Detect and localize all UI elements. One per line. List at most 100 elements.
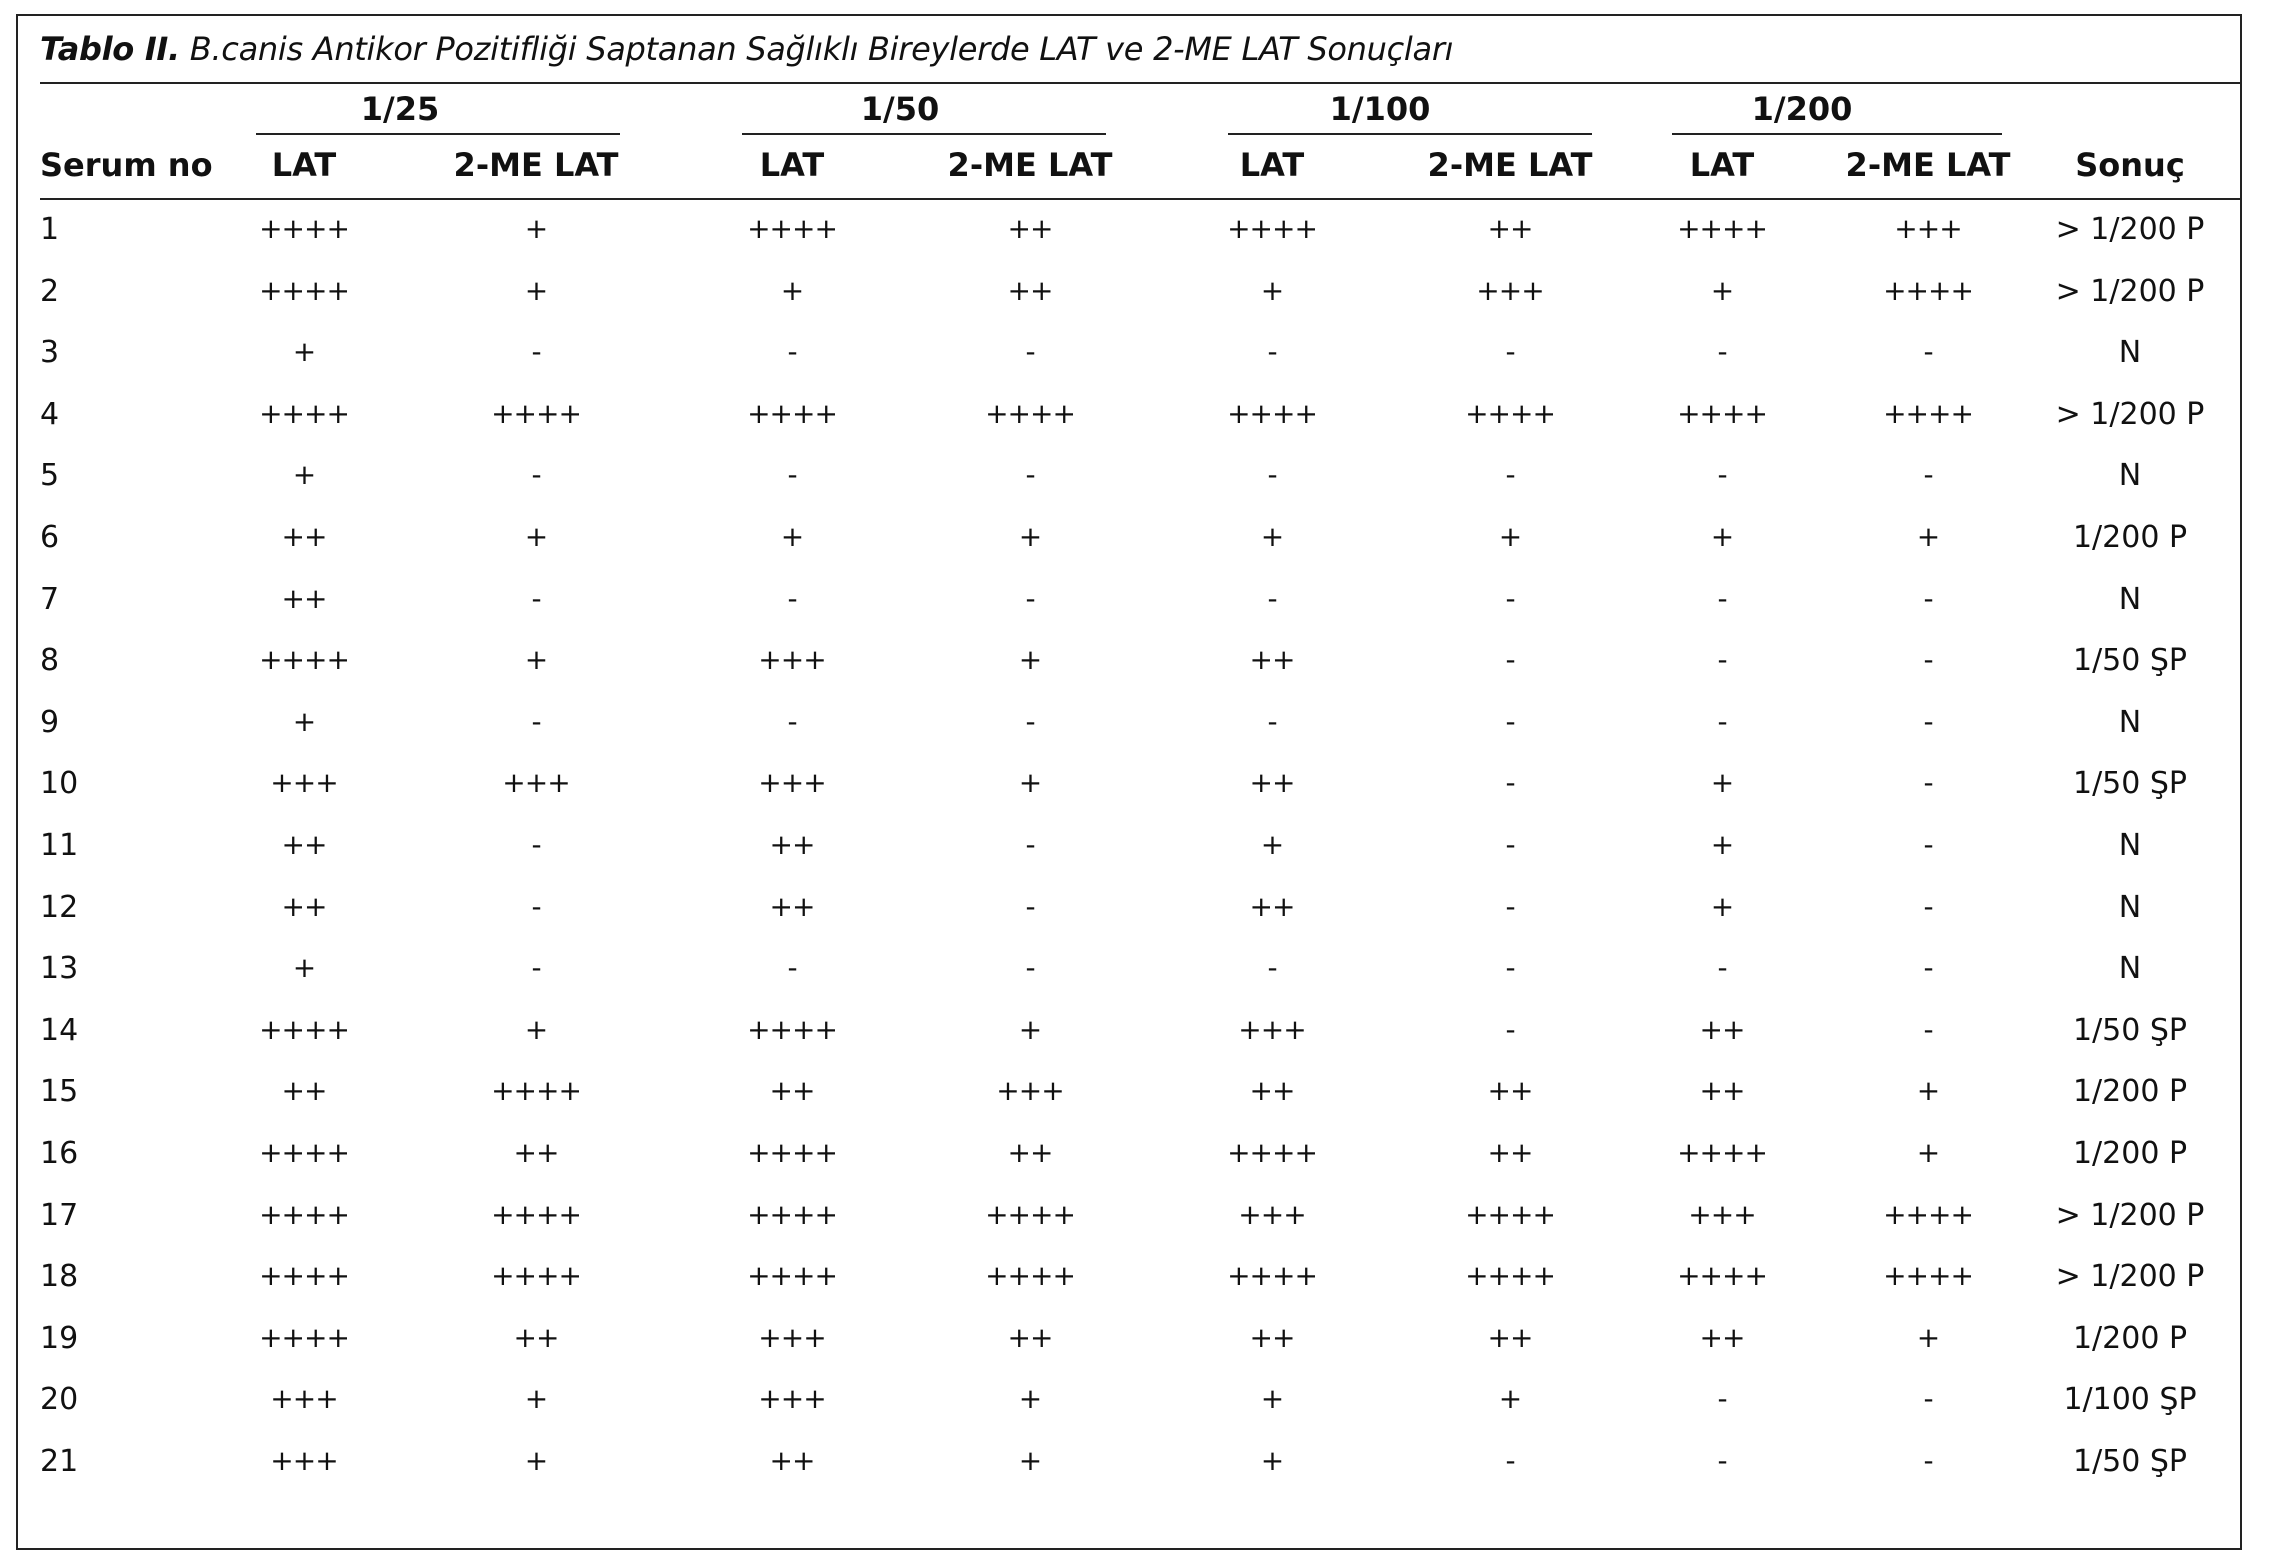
cell-me-lat-1-100: + — [1498, 1382, 1522, 1416]
cell-me-lat-1-50: + — [1018, 520, 1042, 553]
cell-lat-1-100: - — [1267, 458, 1277, 492]
cell-me-lat-1-25: + — [524, 520, 548, 553]
table-row: 11 ++ - ++ - + - + - N — [0, 828, 2278, 868]
header-dilution-1-25: 1/25 — [360, 90, 440, 128]
header-serum-no: Serum no — [40, 146, 213, 184]
serum-no-cell: 16 — [40, 1136, 79, 1171]
cell-me-lat-1-100: - — [1505, 581, 1515, 615]
cell-me-lat-1-50: + — [1018, 643, 1042, 677]
cell-lat-1-100: - — [1267, 581, 1277, 615]
result-cell: > 1/200 P — [2055, 273, 2205, 309]
cell-me-lat-1-200: + — [1916, 1074, 1940, 1108]
serum-no-cell: 5 — [40, 458, 60, 494]
cell-me-lat-1-50: ++ — [1007, 1320, 1054, 1354]
cell-lat-1-100: + — [1260, 520, 1284, 553]
cell-lat-1-200: - — [1717, 1382, 1727, 1416]
cell-lat-1-25: ++++ — [259, 1320, 350, 1354]
cell-lat-1-25: +++ — [270, 766, 338, 800]
cell-me-lat-1-100: ++++ — [1465, 396, 1556, 430]
serum-no-cell: 11 — [40, 828, 79, 863]
cell-me-lat-1-50: ++ — [1007, 273, 1054, 307]
cell-lat-1-200: - — [1717, 704, 1727, 738]
cell-me-lat-1-50: + — [1018, 766, 1042, 800]
cell-lat-1-100: - — [1267, 951, 1277, 985]
cell-me-lat-1-50: ++++ — [985, 1197, 1076, 1231]
cell-lat-1-100: ++++ — [1227, 396, 1318, 430]
cell-lat-1-50: + — [780, 520, 804, 553]
table-row: 13 + - - - - - - - N — [0, 951, 2278, 991]
cell-me-lat-1-50: + — [1018, 1012, 1042, 1046]
cell-me-lat-1-25: ++ — [513, 1136, 560, 1169]
cell-lat-1-50: - — [787, 458, 797, 492]
cell-lat-1-50: - — [787, 951, 797, 985]
cell-me-lat-1-200: - — [1923, 766, 1933, 800]
cell-lat-1-25: + — [292, 335, 316, 369]
cell-lat-1-100: ++++ — [1227, 212, 1318, 245]
serum-no-cell: 12 — [40, 889, 79, 925]
result-cell: 1/200 P — [2072, 1320, 2188, 1356]
serum-no-cell: 17 — [40, 1197, 79, 1233]
cell-me-lat-1-50: - — [1025, 704, 1035, 738]
cell-lat-1-100: - — [1267, 704, 1277, 738]
table-row: 12 ++ - ++ - ++ - + - N — [0, 890, 2278, 930]
table-row: 5 + - - - - - - - N — [0, 458, 2278, 498]
cell-lat-1-25: ++++ — [259, 1259, 350, 1293]
cell-me-lat-1-25: ++++ — [491, 1074, 582, 1108]
table-row: 2 ++++ + + ++ + +++ + ++++ > 1/200 P — [0, 274, 2278, 314]
result-cell: 1/200 P — [2072, 1136, 2188, 1171]
header-rule — [40, 198, 2240, 200]
cell-lat-1-25: ++ — [281, 520, 328, 553]
cell-me-lat-1-200: - — [1923, 1444, 1933, 1477]
table-caption: Tablo II. B.canis Antikor Pozitifliği Sa… — [40, 30, 1454, 68]
cell-me-lat-1-25: - — [531, 335, 541, 369]
serum-no-cell: 10 — [40, 766, 79, 802]
cell-lat-1-50: +++ — [758, 1320, 826, 1354]
cell-lat-1-200: - — [1717, 951, 1727, 985]
table-row: 3 + - - - - - - - N — [0, 335, 2278, 375]
cell-lat-1-25: + — [292, 951, 316, 985]
serum-no-cell: 8 — [40, 643, 60, 679]
cell-me-lat-1-100: + — [1498, 520, 1522, 553]
cell-me-lat-1-25: ++++ — [491, 1259, 582, 1293]
result-cell: 1/50 ŞP — [2072, 766, 2188, 802]
cell-lat-1-25: ++++ — [259, 1136, 350, 1169]
caption-label: Tablo II. — [40, 30, 180, 68]
cell-lat-1-25: +++ — [270, 1382, 338, 1416]
header-me-lat-1-25: 2-ME LAT — [453, 146, 619, 184]
cell-me-lat-1-100: ++ — [1487, 212, 1534, 245]
cell-lat-1-200: ++++ — [1677, 1259, 1768, 1293]
cell-me-lat-1-100: - — [1505, 458, 1515, 492]
cell-lat-1-200: - — [1717, 643, 1727, 677]
cell-lat-1-50: ++++ — [747, 1136, 838, 1169]
cell-me-lat-1-200: - — [1923, 335, 1933, 369]
dilution-underline-1-100 — [1228, 133, 1592, 135]
cell-me-lat-1-50: - — [1025, 951, 1035, 985]
cell-lat-1-100: ++ — [1249, 1074, 1296, 1108]
header-dilution-1-200: 1/200 — [1751, 90, 1853, 128]
result-cell: N — [2118, 581, 2142, 617]
cell-me-lat-1-50: - — [1025, 458, 1035, 492]
result-cell: N — [2118, 828, 2142, 863]
cell-lat-1-200: ++ — [1699, 1074, 1746, 1108]
cell-lat-1-200: - — [1717, 335, 1727, 369]
cell-me-lat-1-100: - — [1505, 889, 1515, 923]
serum-no-cell: 21 — [40, 1444, 79, 1479]
result-cell: > 1/200 P — [2055, 1259, 2205, 1295]
cell-lat-1-100: ++++ — [1227, 1136, 1318, 1169]
cell-lat-1-100: ++ — [1249, 643, 1296, 677]
serum-no-cell: 2 — [40, 273, 60, 309]
cell-me-lat-1-50: + — [1018, 1382, 1042, 1416]
table-row: 18 ++++ ++++ ++++ ++++ ++++ ++++ ++++ ++++ > 1/20… — [0, 1259, 2278, 1299]
cell-lat-1-50: ++ — [769, 1444, 816, 1477]
cell-lat-1-200: + — [1710, 828, 1734, 861]
dilution-underline-1-50 — [742, 133, 1106, 135]
cell-lat-1-50: ++++ — [747, 1197, 838, 1231]
cell-lat-1-50: + — [780, 273, 804, 307]
header-lat-1-200: LAT — [1689, 146, 1755, 184]
cell-lat-1-200: ++++ — [1677, 212, 1768, 245]
cell-lat-1-25: + — [292, 458, 316, 492]
cell-me-lat-1-100: - — [1505, 951, 1515, 985]
cell-lat-1-100: ++ — [1249, 1320, 1296, 1354]
serum-no-cell: 13 — [40, 951, 79, 987]
table-row: 4 ++++ ++++ ++++ ++++ ++++ ++++ ++++ ++++ > 1/200… — [0, 397, 2278, 437]
